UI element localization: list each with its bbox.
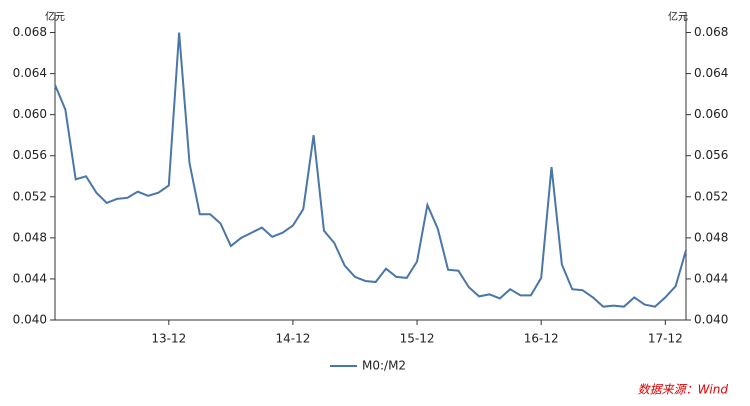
y2-tick-label: 0.048 [694, 230, 728, 244]
y-tick-label: 0.060 [13, 107, 47, 121]
y-tick-label: 0.040 [13, 313, 47, 327]
x-tick-label: 15-12 [400, 332, 435, 346]
line-series [54, 32, 687, 308]
x-tick-label: 17-12 [648, 332, 683, 346]
y2-tick-label: 0.060 [694, 107, 728, 121]
y-tick-label: 0.068 [13, 25, 47, 39]
y2-tick-label: 0.068 [694, 25, 728, 39]
x-tick-label: 16-12 [524, 332, 559, 346]
y-tick-label: 0.064 [13, 66, 47, 80]
source: 数据来源：Wind [638, 383, 729, 397]
y2-tick-label: 0.064 [694, 66, 728, 80]
y2-tick-label: 0.056 [694, 148, 728, 162]
y2-unit: 亿元 [668, 10, 688, 23]
y-tick-label: 0.044 [13, 271, 47, 285]
x-tick-label: 14-12 [275, 332, 310, 346]
y-tick-label: 0.048 [13, 230, 47, 244]
y2-tick-label: 0.044 [694, 271, 728, 285]
legend-label: M0:/M2 [362, 359, 406, 373]
y2-tick-label: 0.040 [694, 313, 728, 327]
x-tick-label: 13-12 [151, 332, 186, 346]
y-tick-label: 0.056 [13, 148, 47, 162]
y2-tick-label: 0.052 [694, 189, 728, 203]
y-tick-label: 0.052 [13, 189, 47, 203]
